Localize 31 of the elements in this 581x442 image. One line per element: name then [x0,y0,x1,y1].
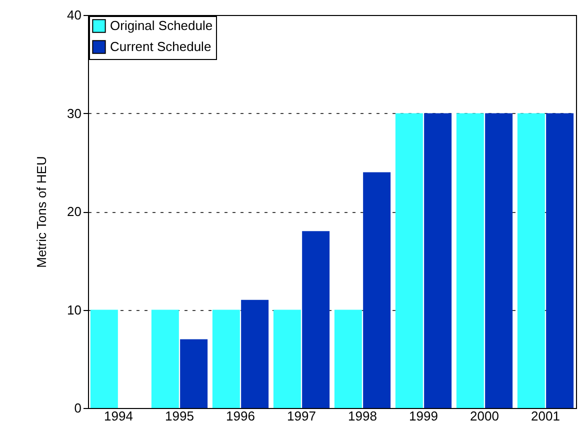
bar [90,310,118,408]
bar [151,310,179,408]
x-tick-label: 2001 [531,408,560,424]
bar [546,113,574,408]
legend-label: Original Schedule [110,18,213,33]
bar [517,113,545,408]
y-tick-label: 20 [67,204,82,219]
bar [302,231,330,408]
x-tick-label: 1995 [165,408,194,424]
x-tick-label: 1998 [348,408,377,424]
bar [334,310,362,408]
x-tick-label: 1997 [287,408,316,424]
bar [180,339,208,408]
y-tick-label: 40 [67,8,82,22]
bar [395,113,423,408]
x-tick-label: 1994 [104,408,133,424]
y-tick-label: 30 [67,106,82,121]
y-tick-label: 10 [67,302,82,318]
bar [273,310,301,408]
bar [363,172,391,408]
x-tick-label: 1999 [409,408,438,424]
y-axis-title: Metric Tons of HEU [34,156,50,268]
bar [241,300,269,408]
x-tick-label: 1996 [226,408,255,424]
bar [212,310,240,408]
bar [456,113,484,408]
y-tick-label: 0 [74,400,82,416]
legend-label: Current Schedule [110,39,212,54]
bar [485,113,513,408]
x-tick-label: 2000 [470,408,499,424]
bar [424,113,452,408]
